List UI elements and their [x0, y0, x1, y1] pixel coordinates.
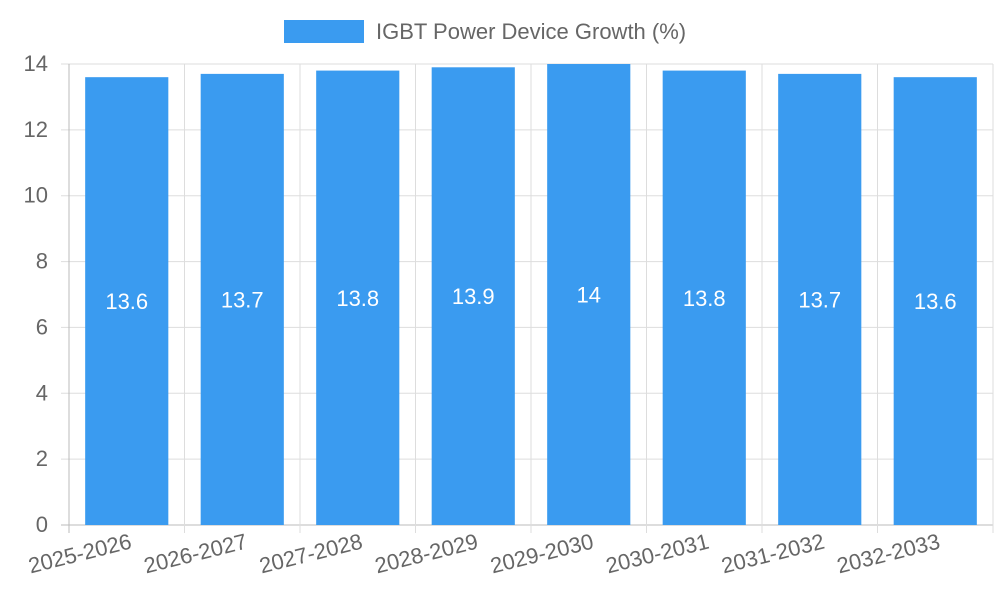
bar-value-label: 13.9: [452, 284, 495, 309]
bar-value-label: 13.8: [336, 286, 379, 311]
bar[interactable]: [431, 67, 515, 526]
legend-swatch: [284, 20, 364, 43]
x-tick-label: 2026-2027: [141, 529, 249, 579]
x-tick-label: 2031-2032: [719, 529, 827, 579]
x-tick-label: 2027-2028: [257, 529, 365, 579]
y-tick-label: 4: [36, 380, 48, 405]
y-tick-label: 10: [24, 183, 48, 208]
bar-value-label: 13.6: [914, 289, 957, 314]
bar[interactable]: [85, 77, 169, 526]
bar[interactable]: [893, 77, 977, 526]
x-tick-label: 2030-2031: [603, 529, 711, 579]
bars: [85, 64, 977, 526]
bar-value-label: 13.7: [221, 287, 264, 312]
y-tick-label: 2: [36, 446, 48, 471]
bar[interactable]: [316, 70, 400, 525]
data-labels: 13.6 13.7 13.8 13.9 14 13.8 13.7 13.6: [105, 283, 956, 315]
x-tick-label: 2029-2030: [488, 529, 596, 579]
bar[interactable]: [200, 73, 284, 525]
legend[interactable]: IGBT Power Device Growth (%): [284, 19, 686, 44]
x-tick-label: 2032-2033: [834, 529, 942, 579]
legend-label: IGBT Power Device Growth (%): [376, 19, 686, 44]
bar-value-label: 13.6: [105, 289, 148, 314]
x-tick-label: 2028-2029: [372, 529, 480, 579]
bar-value-label: 13.8: [683, 286, 726, 311]
bar-value-label: 14: [577, 283, 601, 308]
y-tick-label: 0: [36, 512, 48, 537]
y-tick-label: 8: [36, 249, 48, 274]
bar[interactable]: [547, 64, 631, 525]
y-tick-label: 14: [24, 51, 48, 76]
bar[interactable]: [662, 70, 746, 525]
y-tick-label: 6: [36, 314, 48, 339]
bar-value-label: 13.7: [798, 287, 841, 312]
y-tick-label: 12: [24, 117, 48, 142]
bar[interactable]: [778, 73, 862, 525]
